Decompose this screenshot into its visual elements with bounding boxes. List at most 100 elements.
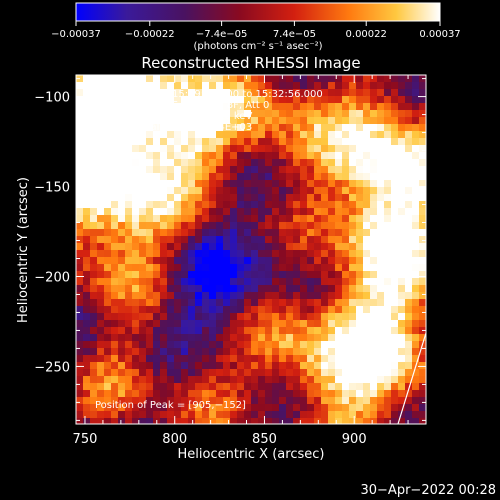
heatmap-pixel <box>230 103 238 111</box>
heatmap-pixel <box>97 411 105 419</box>
heatmap-pixel <box>377 313 385 321</box>
heatmap-pixel <box>125 362 133 370</box>
heatmap-pixel <box>251 327 259 335</box>
heatmap-pixel <box>223 201 231 209</box>
heatmap-pixel <box>279 327 287 335</box>
heatmap-pixel <box>160 271 168 279</box>
heatmap-pixel <box>391 173 399 181</box>
heatmap-pixel <box>321 292 329 300</box>
heatmap-pixel <box>342 299 350 307</box>
heatmap-pixel <box>244 250 252 258</box>
heatmap-pixel <box>370 236 378 244</box>
heatmap-pixel <box>90 236 98 244</box>
heatmap-pixel <box>139 278 147 286</box>
heatmap-pixel <box>349 257 357 265</box>
heatmap-pixel <box>272 341 280 349</box>
heatmap-pixel <box>139 334 147 342</box>
heatmap-pixel <box>83 362 91 370</box>
heatmap-pixel <box>160 334 168 342</box>
heatmap-pixel <box>202 369 210 377</box>
heatmap-pixel <box>335 411 343 419</box>
heatmap-pixel <box>356 418 364 424</box>
heatmap-pixel <box>314 215 322 223</box>
heatmap-pixel <box>293 201 301 209</box>
heatmap-pixel <box>300 411 308 419</box>
heatmap-pixel <box>384 369 392 377</box>
heatmap-pixel <box>265 145 273 153</box>
heatmap-pixel <box>160 285 168 293</box>
heatmap-pixel <box>153 320 161 328</box>
heatmap-pixel <box>118 173 126 181</box>
heatmap-pixel <box>174 173 182 181</box>
heatmap-pixel <box>97 264 105 272</box>
heatmap-pixel <box>237 334 245 342</box>
heatmap-pixel <box>132 187 140 195</box>
heatmap-pixel <box>363 271 371 279</box>
heatmap-pixel <box>398 208 406 216</box>
heatmap-pixel <box>153 229 161 237</box>
heatmap-pixel <box>111 285 119 293</box>
heatmap-pixel <box>286 397 294 405</box>
heatmap-pixel <box>223 257 231 265</box>
heatmap-pixel <box>146 152 154 160</box>
heatmap-pixel <box>188 264 196 272</box>
heatmap-pixel <box>160 166 168 174</box>
heatmap-pixel <box>405 292 413 300</box>
heatmap-pixel <box>286 404 294 412</box>
heatmap-pixel <box>139 257 147 265</box>
heatmap-pixel <box>391 313 399 321</box>
heatmap-pixel <box>370 285 378 293</box>
heatmap-pixel <box>405 166 413 174</box>
heatmap-pixel <box>342 166 350 174</box>
heatmap-pixel <box>209 383 217 391</box>
heatmap-pixel <box>419 159 426 167</box>
heatmap-pixel <box>118 215 126 223</box>
heatmap-pixel <box>132 250 140 258</box>
heatmap-pixel <box>97 271 105 279</box>
heatmap-pixel <box>230 152 238 160</box>
heatmap-pixel <box>230 334 238 342</box>
heatmap-pixel <box>76 166 84 174</box>
heatmap-pixel <box>258 124 266 132</box>
heatmap-pixel <box>349 75 357 83</box>
heatmap-pixel <box>349 236 357 244</box>
heatmap-pixel <box>293 96 301 104</box>
heatmap-pixel <box>300 82 308 90</box>
heatmap-pixel <box>230 404 238 412</box>
heatmap-pixel <box>328 145 336 153</box>
heatmap-pixel <box>195 264 203 272</box>
heatmap-pixel <box>272 117 280 125</box>
heatmap-pixel <box>202 334 210 342</box>
heatmap-pixel <box>279 397 287 405</box>
heatmap-pixel <box>300 166 308 174</box>
heatmap-pixel <box>230 110 238 118</box>
heatmap-pixel <box>307 334 315 342</box>
heatmap-pixel <box>83 96 91 104</box>
heatmap-pixel <box>223 404 231 412</box>
heatmap-pixel <box>230 243 238 251</box>
heatmap-pixel <box>97 152 105 160</box>
heatmap-pixel <box>412 250 420 258</box>
heatmap-pixel <box>104 131 112 139</box>
heatmap-pixel <box>174 278 182 286</box>
heatmap-pixel <box>76 89 84 97</box>
heatmap-pixel <box>97 236 105 244</box>
heatmap-pixel <box>230 194 238 202</box>
heatmap-pixel <box>202 236 210 244</box>
heatmap-pixel <box>139 243 147 251</box>
heatmap-pixel <box>195 390 203 398</box>
heatmap-pixel <box>342 271 350 279</box>
heatmap-pixel <box>202 278 210 286</box>
heatmap-pixel <box>356 187 364 195</box>
heatmap-pixel <box>335 271 343 279</box>
heatmap-pixel <box>412 404 420 412</box>
heatmap-pixel <box>300 264 308 272</box>
heatmap-pixel <box>328 397 336 405</box>
heatmap-pixel <box>328 166 336 174</box>
heatmap-pixel <box>153 327 161 335</box>
heatmap-pixel <box>356 369 364 377</box>
heatmap-pixel <box>146 404 154 412</box>
heatmap-pixel <box>363 264 371 272</box>
heatmap-pixel <box>216 243 224 251</box>
info-clean-counts: Clean Total counts: 2.64E+03 <box>95 122 252 133</box>
